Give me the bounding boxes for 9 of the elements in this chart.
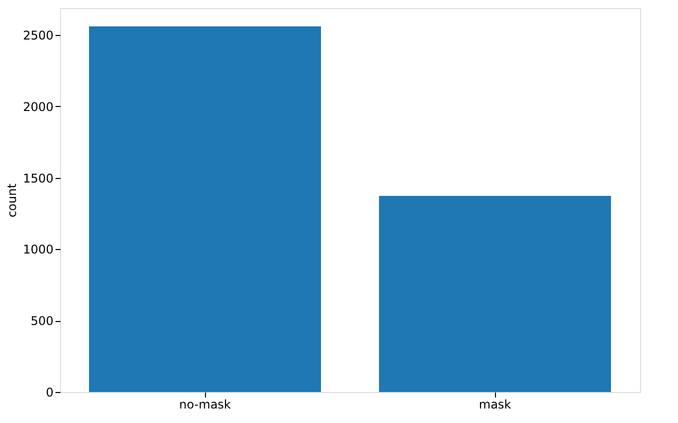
y-axis-title: count [4, 183, 19, 218]
x-tick-label: mask [478, 398, 512, 412]
y-tick-label: 2500 [22, 28, 54, 43]
y-tick-label: 1500 [22, 171, 54, 186]
y-tick-label: 0 [46, 386, 54, 400]
y-tick-label: 2000 [22, 100, 54, 114]
y-tick-label: 1000 [22, 242, 54, 257]
x-tick-label: no-mask [179, 398, 231, 412]
y-tick-label: 500 [30, 314, 54, 328]
